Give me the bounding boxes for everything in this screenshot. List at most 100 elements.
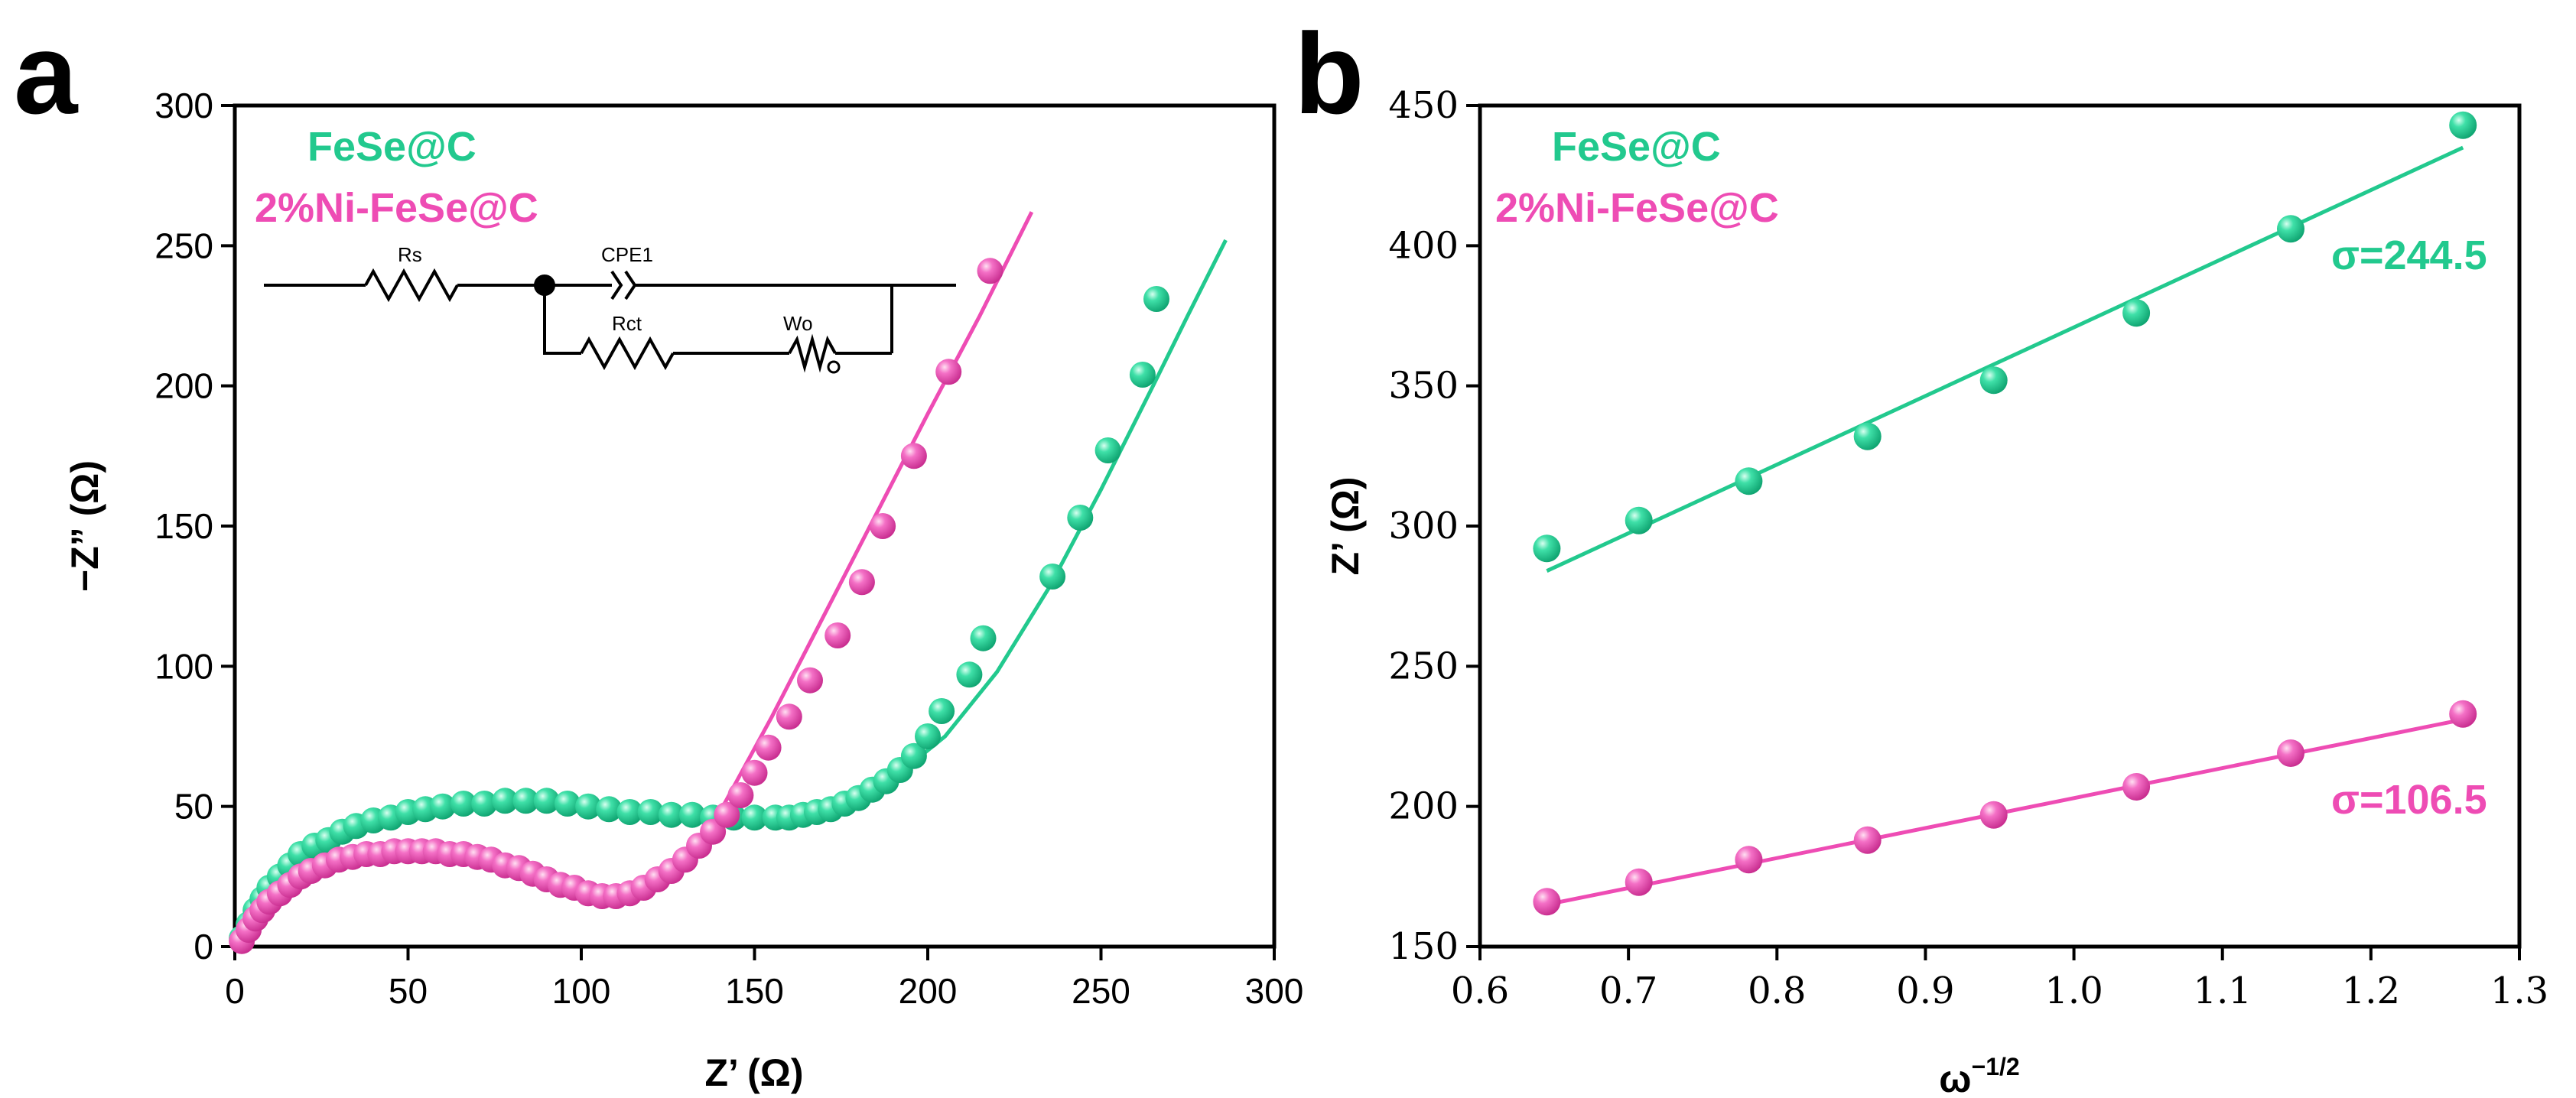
y-tick-label: 300 bbox=[1388, 505, 1459, 547]
data-point-ni-fesec bbox=[1979, 801, 2008, 829]
data-point-fesec bbox=[616, 799, 643, 825]
data-point-fesec bbox=[1143, 286, 1169, 312]
data-point-fesec bbox=[471, 791, 498, 817]
x-tick-label: 0.7 bbox=[1599, 970, 1657, 1012]
data-point-fesec bbox=[741, 804, 768, 831]
plot-a-fit-lines bbox=[239, 211, 1228, 943]
data-point-fesec bbox=[450, 791, 476, 817]
data-point-fesec bbox=[533, 788, 560, 814]
x-tick-label: 0 bbox=[225, 971, 245, 1011]
data-point-fesec bbox=[2122, 299, 2151, 327]
sigma-annotation-ni-fesec: σ=106.5 bbox=[2331, 777, 2487, 823]
y-tick-label: 200 bbox=[154, 366, 213, 406]
data-point-fesec bbox=[956, 661, 983, 688]
resistor-rs bbox=[364, 268, 459, 303]
cpe-plate-2 bbox=[624, 270, 637, 300]
y-tick-label: 200 bbox=[1388, 785, 1459, 828]
legend-b-ni-fesec: 2%Ni-FeSe@C bbox=[1495, 185, 1779, 231]
plot-a-points bbox=[229, 258, 1169, 954]
plot-b-points bbox=[1533, 111, 2477, 916]
data-point-fesec bbox=[492, 788, 519, 814]
plot-a-ticks: 0 50 100 150 200 250 300 0 50 100 150 200 250 300 bbox=[154, 86, 1303, 1011]
data-point-ni-fesec bbox=[714, 801, 740, 828]
x-tick-label: 1.3 bbox=[2490, 970, 2548, 1012]
data-point-fesec bbox=[1129, 362, 1156, 388]
data-point-ni-fesec bbox=[2449, 700, 2477, 728]
circuit-label-rs: Rs bbox=[398, 243, 422, 266]
data-point-ni-fesec bbox=[870, 513, 896, 539]
y-tick-label: 150 bbox=[154, 506, 213, 546]
x-axis-title-a: Z’ (Ω) bbox=[705, 1051, 804, 1094]
data-point-fesec bbox=[679, 801, 705, 828]
y-axis-title-b: Z’ (Ω) bbox=[1324, 477, 1367, 576]
x-tick-label: 1.1 bbox=[2194, 970, 2252, 1012]
y-axis-title-a: −Z” (Ω) bbox=[63, 460, 106, 592]
panel-a: a 0 50 100 150 200 250 300 0 50 100 150 200 250 300 F… bbox=[14, 9, 1303, 1094]
data-point-fesec bbox=[2449, 111, 2477, 139]
y-tick-label: 450 bbox=[1388, 84, 1459, 127]
data-point-ni-fesec bbox=[797, 667, 823, 694]
y-tick-label: 50 bbox=[174, 787, 213, 827]
x-axis-title-b-main: ω bbox=[1939, 1057, 1971, 1098]
data-point-fesec bbox=[554, 791, 581, 817]
data-point-ni-fesec bbox=[1625, 868, 1653, 896]
y-tick-label: 250 bbox=[154, 226, 213, 265]
x-tick-label: 0.6 bbox=[1451, 970, 1509, 1012]
data-point-fesec bbox=[2277, 215, 2304, 243]
x-tick-label: 300 bbox=[1245, 971, 1304, 1011]
data-point-ni-fesec bbox=[776, 703, 802, 730]
panel-a-letter: a bbox=[14, 9, 79, 138]
fit-line-fesec bbox=[239, 239, 1228, 940]
equivalent-circuit bbox=[264, 268, 956, 374]
data-point-fesec bbox=[512, 788, 539, 814]
data-point-ni-fesec bbox=[2122, 773, 2151, 801]
legend-a-ni-fesec: 2%Ni-FeSe@C bbox=[255, 185, 538, 231]
x-axis-title-b-sup: −1/2 bbox=[1972, 1053, 2020, 1080]
panel-b-letter: b bbox=[1294, 9, 1364, 138]
sigma-annotation-fesec: σ=244.5 bbox=[2331, 232, 2487, 278]
x-axis-title-b: ω−1/2 bbox=[1939, 1053, 2019, 1098]
data-point-fesec bbox=[596, 796, 623, 823]
x-tick-label: 0.8 bbox=[1748, 970, 1806, 1012]
y-tick-label: 400 bbox=[1388, 224, 1459, 267]
data-point-fesec bbox=[1039, 564, 1066, 590]
data-point-ni-fesec bbox=[727, 782, 754, 808]
x-tick-label: 250 bbox=[1072, 971, 1130, 1011]
warburg-subscript bbox=[827, 360, 841, 374]
data-point-fesec bbox=[1067, 505, 1094, 531]
panel-b: b 0.6 0.7 0.8 0.9 1.0 1.1 1.2 1.3 150 200 250 300 35… bbox=[1294, 9, 2548, 1098]
data-point-ni-fesec bbox=[900, 443, 927, 469]
y-tick-label: 0 bbox=[194, 927, 213, 966]
data-point-fesec bbox=[429, 793, 456, 820]
data-point-ni-fesec bbox=[825, 622, 851, 648]
x-tick-label: 50 bbox=[389, 971, 428, 1011]
circuit-label-rct: Rct bbox=[612, 312, 642, 335]
data-point-fesec bbox=[1979, 366, 2008, 395]
circuit-wire bbox=[543, 285, 581, 355]
data-point-fesec bbox=[637, 799, 664, 825]
x-tick-label: 200 bbox=[899, 971, 958, 1011]
data-point-ni-fesec bbox=[755, 734, 782, 761]
y-tick-label: 350 bbox=[1388, 365, 1459, 408]
fit-line-fesec bbox=[1546, 145, 2464, 573]
data-point-fesec bbox=[1094, 437, 1121, 463]
data-point-ni-fesec bbox=[741, 759, 768, 786]
data-point-fesec bbox=[1533, 534, 1561, 563]
data-point-fesec bbox=[1853, 422, 1882, 450]
resistor-rct bbox=[580, 336, 675, 371]
circuit-label-wo: Wo bbox=[783, 312, 813, 335]
x-tick-label: 1.2 bbox=[2342, 970, 2400, 1012]
x-tick-label: 0.9 bbox=[1896, 970, 1954, 1012]
legend-a-fesec: FeSe@C bbox=[307, 124, 476, 170]
y-tick-label: 100 bbox=[154, 646, 213, 686]
legend-b-fesec: FeSe@C bbox=[1552, 124, 1721, 170]
data-point-ni-fesec bbox=[977, 258, 1003, 284]
x-tick-label: 1.0 bbox=[2044, 970, 2103, 1012]
plot-b-fit-lines bbox=[1546, 145, 2464, 907]
circuit-label-cpe1: CPE1 bbox=[601, 243, 653, 266]
data-point-ni-fesec bbox=[1853, 826, 1882, 854]
data-point-fesec bbox=[915, 723, 941, 749]
y-tick-label: 250 bbox=[1388, 645, 1459, 687]
x-tick-label: 150 bbox=[725, 971, 784, 1011]
